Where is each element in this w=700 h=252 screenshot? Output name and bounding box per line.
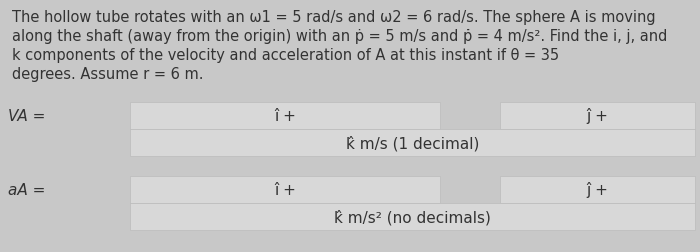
Text: The hollow tube rotates with an ω1 = 5 rad/s and ω2 = 6 rad/s. The sphere A is m: The hollow tube rotates with an ω1 = 5 r… — [12, 10, 656, 25]
FancyBboxPatch shape — [130, 130, 695, 156]
Text: ĵ +: ĵ + — [587, 108, 608, 124]
Text: VA =: VA = — [8, 109, 46, 123]
Text: k̂ m/s (1 decimal): k̂ m/s (1 decimal) — [346, 135, 480, 151]
FancyBboxPatch shape — [130, 103, 440, 130]
Text: degrees. Assume r = 6 m.: degrees. Assume r = 6 m. — [12, 67, 204, 82]
Text: ĵ +: ĵ + — [587, 182, 608, 198]
Text: î +: î + — [274, 182, 296, 197]
FancyBboxPatch shape — [130, 203, 695, 230]
Text: along the shaft (away from the origin) with an ṗ = 5 m/s and ṗ̇ = 4 m/s². Find t: along the shaft (away from the origin) w… — [12, 29, 667, 44]
FancyBboxPatch shape — [500, 176, 695, 203]
Text: î +: î + — [274, 109, 296, 123]
FancyBboxPatch shape — [130, 176, 440, 203]
Text: k̂ m/s² (no decimals): k̂ m/s² (no decimals) — [334, 209, 491, 224]
Text: aA =: aA = — [8, 182, 46, 197]
FancyBboxPatch shape — [500, 103, 695, 130]
Text: k components of the velocity and acceleration of A at this instant if θ = 35: k components of the velocity and acceler… — [12, 48, 559, 63]
